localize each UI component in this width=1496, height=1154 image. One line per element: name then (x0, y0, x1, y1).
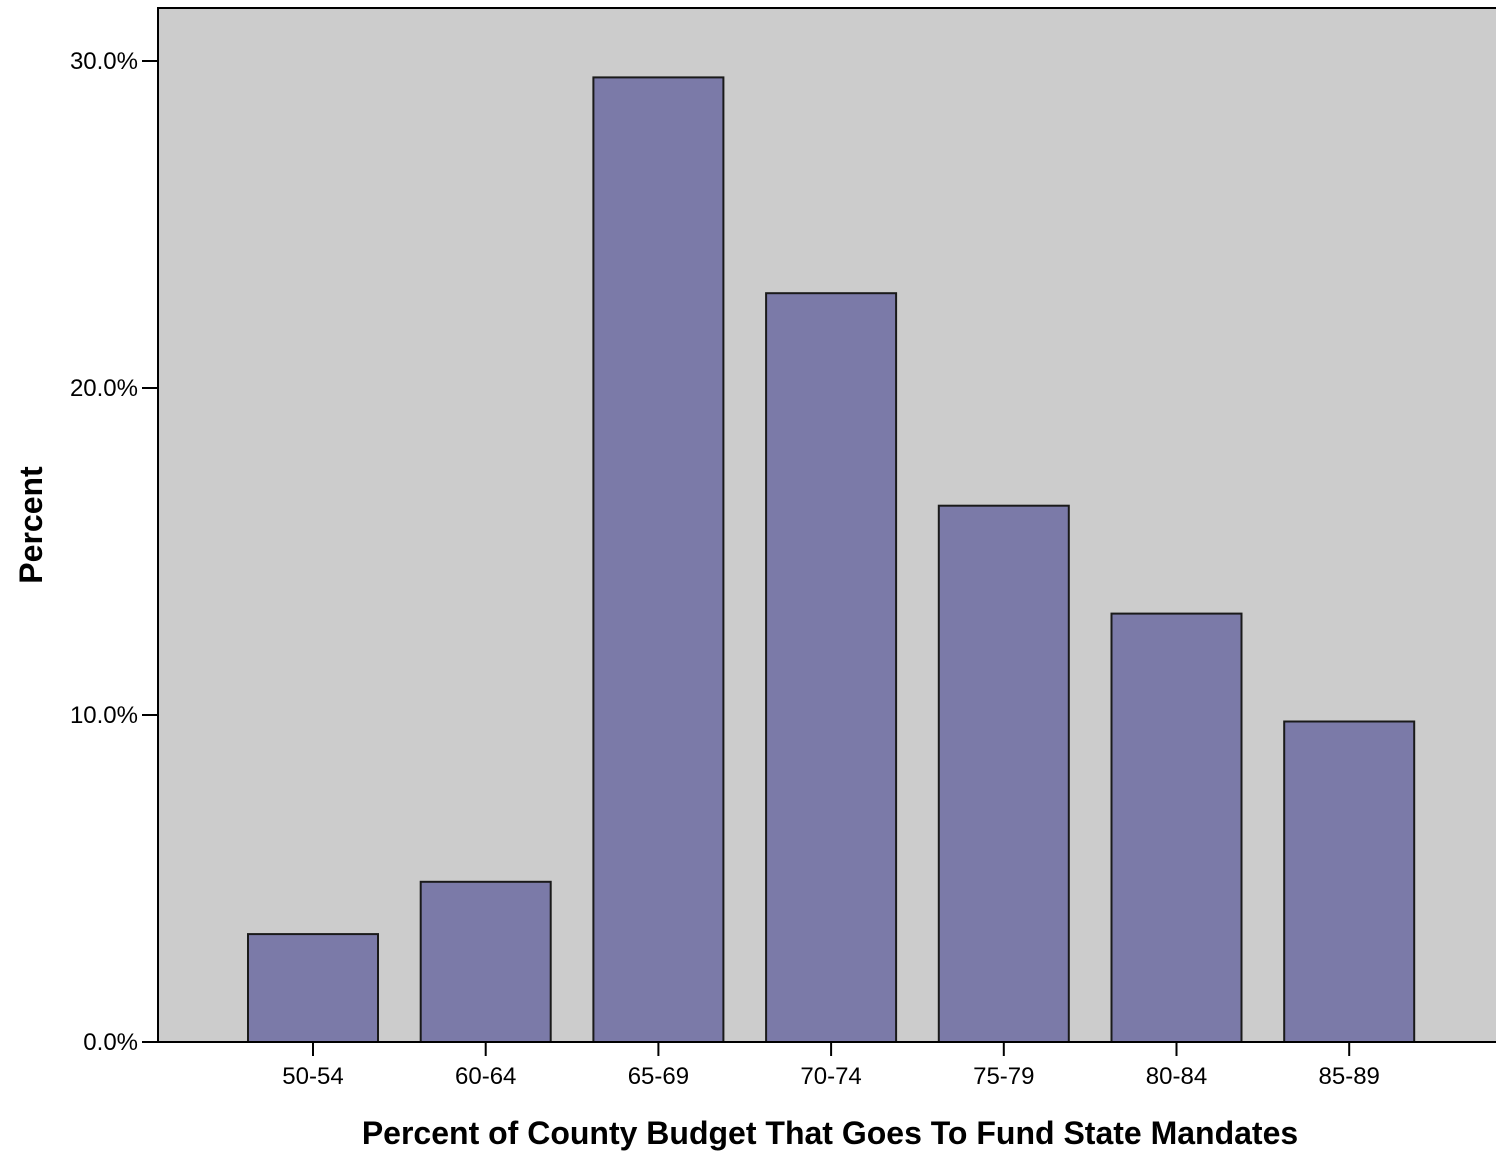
bar-85-89 (1283, 720, 1416, 1043)
bar-70-74 (765, 292, 898, 1043)
bar-65-69 (592, 76, 725, 1043)
y-tick-label: 20.0% (70, 375, 138, 402)
y-tick-label: 0.0% (83, 1029, 138, 1056)
x-axis-title: Percent of County Budget That Goes To Fu… (362, 1115, 1298, 1151)
x-tick-label: 75-79 (973, 1063, 1034, 1090)
bar-50-54 (247, 933, 379, 1043)
x-tick-label: 70-74 (800, 1063, 861, 1090)
y-tick-label: 10.0% (70, 702, 138, 729)
bar-75-79 (937, 504, 1070, 1043)
bar-60-64 (419, 880, 552, 1043)
x-tick-label: 65-69 (628, 1063, 689, 1090)
x-tick-label: 85-89 (1319, 1063, 1380, 1090)
bar-80-84 (1110, 612, 1243, 1043)
bars (247, 76, 1416, 1043)
y-axis-title: Percent (13, 466, 49, 584)
x-axis-ticks: 50-54 60-64 65-69 70-74 75-79 80-84 85-89 (282, 1042, 1380, 1090)
x-tick-label: 60-64 (455, 1063, 516, 1090)
y-axis-ticks: 0.0% 10.0% 20.0% 30.0% (70, 48, 158, 1056)
x-tick-label: 80-84 (1146, 1063, 1207, 1090)
y-tick-label: 30.0% (70, 48, 138, 75)
x-tick-label: 50-54 (282, 1063, 343, 1090)
